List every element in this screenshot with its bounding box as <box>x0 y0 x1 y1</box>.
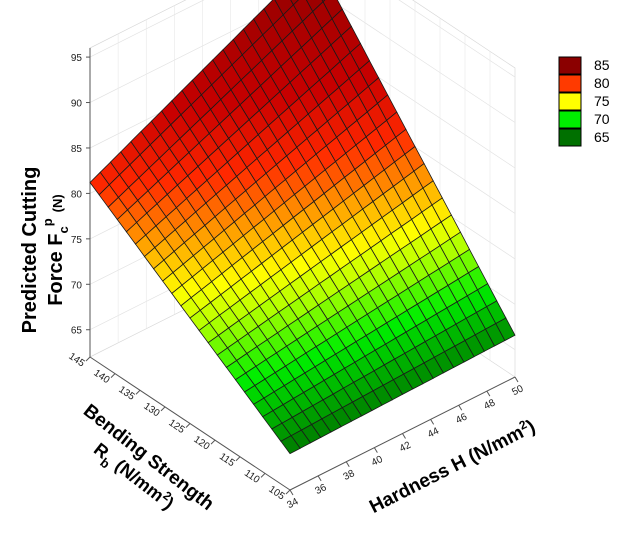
z-axis-sup: p <box>40 218 55 226</box>
x-tick-label: 34 <box>285 496 300 511</box>
legend: 85 80 75 70 65 <box>558 56 610 147</box>
x-tick-mark <box>402 433 406 439</box>
y-tick-mark <box>285 489 291 495</box>
y-tick-mark <box>85 356 91 362</box>
y-tick-mark <box>260 473 266 478</box>
x-tick-mark <box>373 447 378 453</box>
surface-cell <box>280 435 301 455</box>
legend-swatch-75 <box>558 92 582 111</box>
z-axis-force-label: Force F <box>45 233 67 305</box>
x-tick-label: 48 <box>482 397 497 412</box>
x-tick-mark <box>345 461 350 468</box>
y-tick-label: 140 <box>91 368 111 387</box>
legend-label-80: 80 <box>594 75 610 91</box>
legend-label-75: 75 <box>594 93 610 109</box>
y-tick-label: 125 <box>166 418 186 437</box>
legend-swatch-65 <box>558 128 582 147</box>
y-tick-label: 105 <box>266 484 286 503</box>
y-tick-mark <box>185 423 191 428</box>
legend-swatch-70 <box>558 110 582 129</box>
wall-gridline <box>89 0 516 123</box>
z-axis-title: Predicted Cutting Force Fcp (N) <box>19 167 71 334</box>
y-tick-label: 115 <box>217 451 237 469</box>
x-axis-label: Hardness H (N/mm <box>366 422 527 518</box>
z-tick-label: 75 <box>71 235 83 246</box>
surface-cell <box>290 0 299 6</box>
y-tick-label: 120 <box>191 434 211 453</box>
x-tick-label: 36 <box>314 482 329 497</box>
wall-gridline <box>89 0 516 78</box>
x-tick-label: 40 <box>370 454 385 469</box>
z-tick-label: 85 <box>71 144 83 155</box>
y-tick-mark <box>135 389 141 395</box>
x-tick-label: 44 <box>426 426 441 441</box>
surface-plot <box>89 0 516 455</box>
y-tick-label: 110 <box>242 468 262 486</box>
z-axis-title-line2: Force Fcp (N) <box>40 194 71 305</box>
x-tick-label: 38 <box>342 468 357 483</box>
y-tick-mark <box>210 439 216 445</box>
x-tick-label: 42 <box>398 440 413 455</box>
x-axis-title-text: Hardness H (N/mm2) <box>365 414 539 518</box>
z-tick-label: 65 <box>71 326 83 337</box>
z-axis-sub: c <box>56 226 71 233</box>
x-axis-title: Hardness H (N/mm2) <box>365 414 539 518</box>
y-tick-label: 130 <box>141 401 161 420</box>
y-tick-mark <box>235 456 241 462</box>
legend-label-70: 70 <box>594 111 610 127</box>
x-tick-mark <box>289 489 294 496</box>
y-tick-label: 145 <box>66 351 86 370</box>
x-tick-mark <box>317 475 322 482</box>
x-tick-label: 50 <box>510 383 525 398</box>
x-tick-mark <box>486 390 491 397</box>
legend-swatch-85 <box>558 56 582 75</box>
legend-label-65: 65 <box>594 129 610 145</box>
legend-label-85: 85 <box>594 57 610 73</box>
legend-swatch-80 <box>558 74 582 93</box>
z-tick-label: 70 <box>71 280 83 291</box>
x-tick-mark <box>458 404 463 411</box>
x-tick-label: 46 <box>454 411 469 426</box>
z-axis-unit: (N) <box>50 194 65 212</box>
z-tick-label: 95 <box>71 53 83 64</box>
z-tick-label: 80 <box>71 189 83 200</box>
y-tick-mark <box>160 406 166 412</box>
x-tick-mark <box>430 419 435 425</box>
y-tick-mark <box>110 373 116 378</box>
x-tick-mark <box>514 376 519 383</box>
y-tick-label: 135 <box>116 384 136 403</box>
z-tick-label: 90 <box>71 99 83 110</box>
z-axis-title-line1: Predicted Cutting <box>19 167 41 334</box>
y-axis-title: Bending Strength Rb(N/mm2) <box>79 400 218 515</box>
